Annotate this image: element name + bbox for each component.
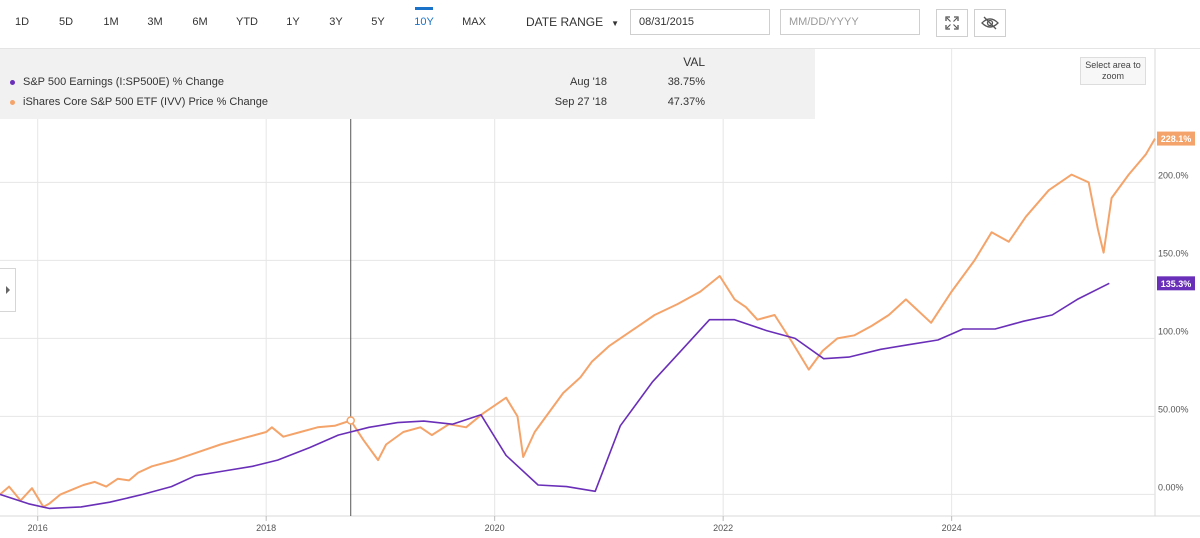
end-value-label-earnings: 135.3%	[1161, 279, 1192, 289]
legend-date-ivv: Sep 27 '18	[554, 96, 607, 108]
range-button-1m[interactable]: 1M	[91, 10, 131, 34]
labels-layer: 0.00% 50.00% 100.0% 150.0% 200.0% 2016 2018 202…	[28, 131, 1195, 533]
y-tick-label: 150.0%	[1158, 248, 1189, 258]
range-button-1d[interactable]: 1D	[2, 10, 42, 34]
crosshair-marker-ivv	[346, 416, 355, 425]
range-button-3y[interactable]: 3Y	[316, 10, 356, 34]
x-tick-label: 2020	[485, 523, 505, 533]
side-panel-toggle[interactable]	[0, 268, 16, 312]
range-button-6m[interactable]: 6M	[180, 10, 220, 34]
legend-panel: S&P 500 Earnings (I:SP500E) % Change iSh…	[0, 49, 815, 119]
y-tick-label: 100.0%	[1158, 326, 1189, 336]
chart-toolbar: 1D 5D 1M 3M 6M YTD 1Y 3Y 5Y 10Y MAX DATE RANGE ▼	[0, 0, 1200, 46]
chart-grid	[0, 49, 1200, 521]
end-date-input[interactable]	[780, 9, 920, 35]
legend-value-header: VAL	[683, 55, 705, 69]
legend-dot-earnings	[10, 79, 15, 85]
range-button-1y[interactable]: 1Y	[273, 10, 313, 34]
x-tick-label: 2018	[256, 523, 276, 533]
legend-row-earnings[interactable]: S&P 500 Earnings (I:SP500E) % Change	[10, 74, 224, 90]
date-range-dropdown[interactable]: DATE RANGE ▼	[526, 10, 619, 34]
hide-eye-icon	[981, 16, 999, 30]
x-tick-label: 2016	[28, 523, 48, 533]
start-date-input[interactable]	[630, 9, 770, 35]
chevron-right-icon	[5, 286, 10, 294]
end-label-bg-earnings	[1157, 276, 1195, 291]
series-line-ivv	[0, 138, 1156, 508]
range-button-5y[interactable]: 5Y	[358, 10, 398, 34]
zoom-hint: Select area to zoom	[1080, 57, 1146, 85]
legend-name-earnings: S&P 500 Earnings (I:SP500E) % Change	[23, 76, 224, 88]
range-button-5d[interactable]: 5D	[46, 10, 86, 34]
expand-icon	[945, 16, 959, 30]
legend-name-ivv: iShares Core S&P 500 ETF (IVV) Price % C…	[23, 96, 268, 108]
legend-dot-ivv	[10, 99, 15, 105]
end-value-label-ivv: 228.1%	[1161, 134, 1192, 144]
legend-value-earnings: 38.75%	[667, 76, 705, 88]
hide-series-button[interactable]	[974, 9, 1006, 37]
range-button-max[interactable]: MAX	[454, 10, 494, 34]
caret-down-icon: ▼	[611, 19, 620, 28]
legend-date-earnings: Aug '18	[570, 76, 607, 88]
x-tick-label: 2024	[942, 523, 962, 533]
series-layer	[0, 138, 1156, 510]
end-label-bg-ivv	[1157, 131, 1195, 146]
legend-row-ivv[interactable]: iShares Core S&P 500 ETF (IVV) Price % C…	[10, 94, 268, 110]
y-tick-label: 200.0%	[1158, 170, 1189, 180]
y-tick-label: 0.00%	[1158, 482, 1184, 492]
x-tick-label: 2022	[713, 523, 733, 533]
legend-value-ivv: 47.37%	[667, 96, 705, 108]
date-range-label: DATE RANGE	[526, 15, 604, 29]
series-line-earnings	[0, 282, 1110, 510]
range-button-10y[interactable]: 10Y	[404, 7, 444, 34]
chart-frame	[0, 48, 1200, 517]
range-button-3m[interactable]: 3M	[135, 10, 175, 34]
expand-button[interactable]	[936, 9, 968, 37]
range-button-ytd[interactable]: YTD	[227, 10, 267, 34]
y-tick-label: 50.00%	[1158, 404, 1189, 414]
